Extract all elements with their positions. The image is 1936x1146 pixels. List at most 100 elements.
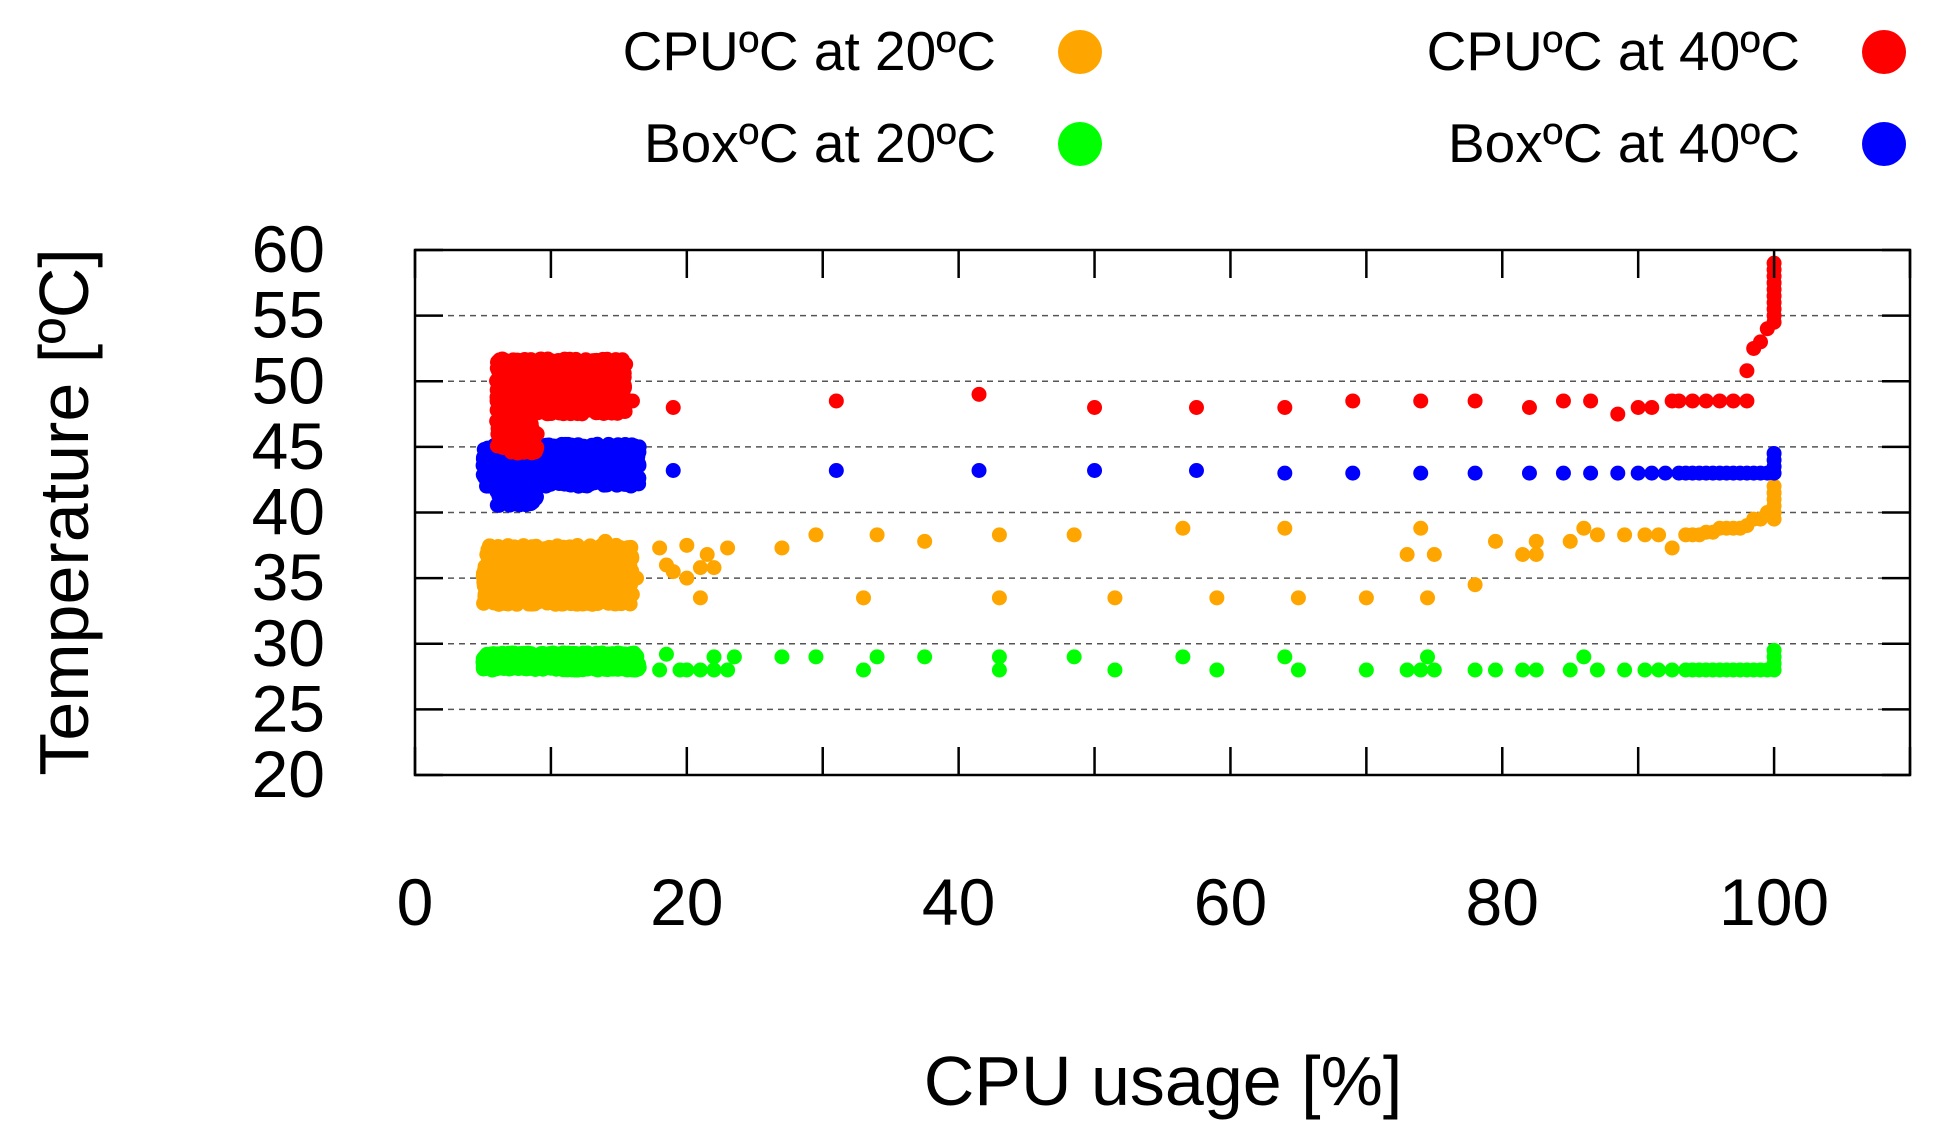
data-point <box>619 590 635 606</box>
data-point <box>991 527 1007 543</box>
data-point <box>1766 445 1782 461</box>
data-point <box>1175 649 1191 665</box>
data-point <box>1528 662 1544 678</box>
data-point <box>572 371 588 387</box>
data-point <box>1637 662 1653 678</box>
y-tick-label-30: 30 <box>252 606 325 680</box>
data-point <box>598 371 614 387</box>
data-point <box>596 477 612 493</box>
data-point <box>726 649 742 665</box>
data-point <box>679 570 695 586</box>
data-point <box>610 398 626 414</box>
data-point <box>567 445 583 461</box>
data-points <box>475 255 1782 678</box>
data-point <box>1739 393 1755 409</box>
data-point <box>477 562 493 578</box>
data-point <box>587 462 603 478</box>
data-point <box>665 463 681 478</box>
data-point <box>618 356 634 372</box>
data-point <box>509 412 525 428</box>
data-point <box>563 554 579 570</box>
data-point <box>555 473 571 489</box>
data-point <box>1467 393 1483 409</box>
data-point <box>483 646 499 662</box>
data-point <box>706 662 722 678</box>
series-3-points <box>475 436 1782 513</box>
data-point <box>1644 400 1660 415</box>
data-point <box>496 355 512 371</box>
data-point <box>658 646 674 662</box>
series-2-points <box>475 642 1782 678</box>
data-point <box>621 551 637 567</box>
data-point <box>520 369 536 385</box>
data-point <box>991 662 1007 678</box>
data-point <box>1107 662 1123 678</box>
data-point <box>521 585 537 601</box>
data-point <box>1583 465 1599 481</box>
data-point <box>1413 662 1429 678</box>
data-point <box>917 649 933 665</box>
data-point <box>567 587 583 603</box>
data-point <box>1576 649 1592 665</box>
data-point <box>605 450 621 466</box>
data-point <box>1528 547 1544 562</box>
data-point <box>556 374 572 390</box>
data-point <box>971 463 987 478</box>
data-point <box>991 649 1007 665</box>
data-point <box>1712 393 1728 409</box>
data-point <box>1209 662 1225 678</box>
data-point <box>869 527 885 543</box>
data-point <box>1467 577 1483 593</box>
data-point <box>502 390 518 406</box>
data-point <box>501 483 517 499</box>
data-point <box>550 648 566 664</box>
data-point <box>596 405 612 421</box>
data-point <box>495 546 511 562</box>
data-point <box>1630 400 1646 415</box>
data-point <box>1651 662 1667 678</box>
data-point <box>546 454 562 470</box>
data-point <box>520 551 536 567</box>
data-point <box>828 463 844 478</box>
data-point <box>1345 393 1361 409</box>
data-point <box>665 400 681 415</box>
data-point <box>971 386 987 402</box>
data-point <box>1358 590 1374 606</box>
legend-label-cpu-20: CPUºC at 20ºC <box>623 20 996 82</box>
data-point <box>1657 465 1673 481</box>
data-point <box>597 533 613 549</box>
data-point <box>1651 527 1667 543</box>
data-point <box>504 579 520 595</box>
data-point <box>506 457 522 473</box>
data-point <box>584 563 600 579</box>
y-axis-title: Temperature [ºC] <box>25 248 103 775</box>
axis-ticks <box>413 248 1912 777</box>
legend-marker-cpu-20 <box>1058 30 1102 74</box>
data-point <box>1753 334 1768 350</box>
data-point <box>548 544 564 560</box>
data-point <box>602 438 618 454</box>
data-point <box>1487 662 1503 678</box>
data-point <box>1345 465 1361 481</box>
data-point <box>478 579 494 595</box>
data-point <box>601 569 617 585</box>
y-tick-label-50: 50 <box>252 343 325 417</box>
legend-marker-box-20 <box>1058 122 1102 166</box>
data-point <box>527 648 543 664</box>
data-point <box>1420 590 1436 606</box>
data-point <box>510 354 526 370</box>
data-point <box>1420 649 1436 665</box>
x-tick-label-0: 0 <box>397 865 434 939</box>
data-point <box>991 590 1007 606</box>
data-point <box>493 410 509 426</box>
data-point <box>532 574 548 590</box>
data-point <box>1562 662 1578 678</box>
data-point <box>1644 465 1660 481</box>
data-point <box>545 438 561 454</box>
data-point <box>1087 463 1103 478</box>
data-point <box>520 385 536 401</box>
data-point <box>1426 547 1442 562</box>
data-point <box>652 662 668 678</box>
